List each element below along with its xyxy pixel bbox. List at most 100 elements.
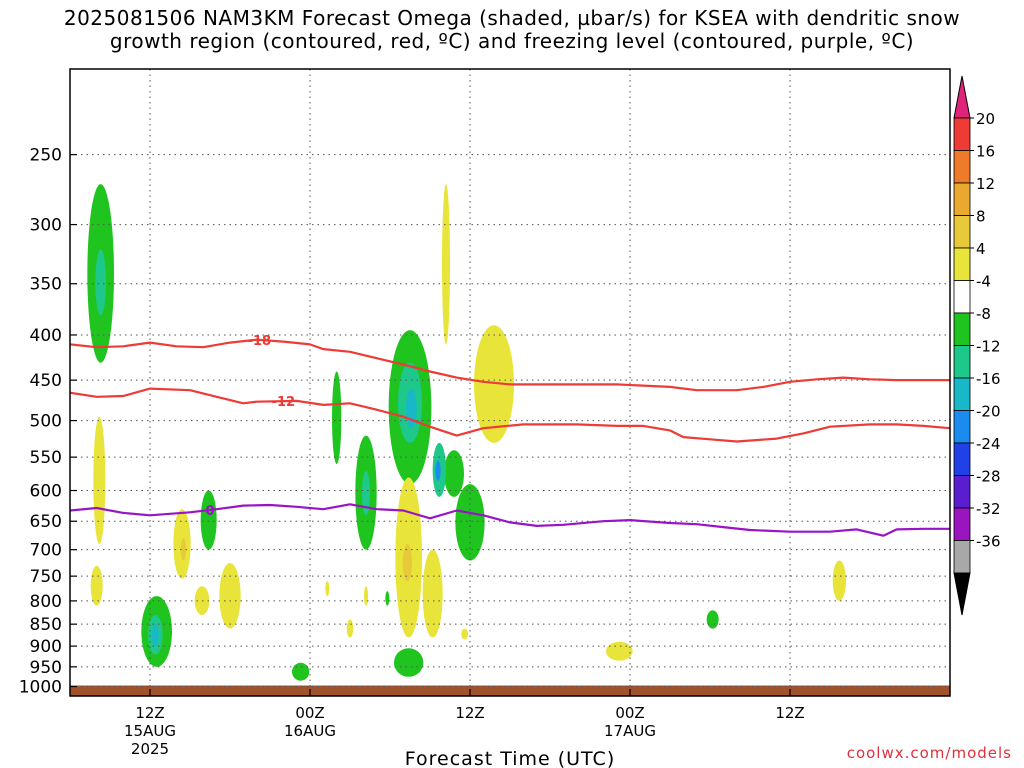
colorbar-segment [953, 540, 971, 574]
omega-region [219, 563, 241, 629]
plot-frame [69, 68, 951, 697]
contour-label: -12 [272, 395, 296, 410]
y-tick-label: 1000 [19, 678, 62, 698]
omega-region [832, 560, 846, 601]
colorbar-segment [953, 345, 971, 379]
omega-region [706, 610, 719, 629]
omega-region [455, 484, 485, 561]
omega-region [180, 538, 186, 561]
omega-region [444, 450, 464, 497]
colorbar-label: -28 [976, 468, 1001, 486]
y-tick-label: 450 [30, 371, 62, 391]
x-tick-date: 16AUG [284, 722, 336, 740]
credit-link[interactable]: coolwx.com/models [846, 744, 1012, 762]
omega-region [93, 416, 106, 545]
omega-region [95, 249, 106, 316]
y-tick-label: 950 [30, 658, 62, 678]
y-axis: 2503003504004505005506006507007508008509… [19, 146, 77, 698]
colorbar-segment [953, 117, 971, 151]
colorbar-segment [953, 215, 971, 249]
colorbar: 20 16 12 8 4 -4 -8 -12 -16 -20 -24 -28 -32 -36 [953, 75, 1001, 616]
omega-region [332, 371, 342, 465]
contour-line [70, 338, 950, 392]
colorbar-label: 16 [976, 143, 995, 161]
colorbar-segment [953, 442, 971, 476]
colorbar-segment [953, 150, 971, 184]
y-tick-label: 700 [30, 541, 62, 561]
contour-label: -18 [248, 334, 272, 349]
colorbar-label: -24 [976, 435, 1001, 453]
x-tick-date: 15AUG [124, 722, 176, 740]
colorbar-label: -8 [976, 305, 991, 323]
grid-lines [70, 69, 950, 696]
temperature-contours: -18 -12 0 [70, 334, 950, 537]
omega-region [325, 581, 330, 597]
omega-region [461, 628, 468, 640]
contour-line [70, 503, 950, 537]
omega-region [200, 490, 217, 550]
omega-region [346, 619, 354, 638]
colorbar-top-arrow [953, 75, 971, 119]
colorbar-label: 8 [976, 208, 986, 226]
chart-title-line1: 2025081506 NAM3KM Forecast Omega (shaded… [63, 6, 961, 30]
y-tick-label: 300 [30, 216, 62, 236]
y-tick-label: 550 [30, 448, 62, 468]
colorbar-label: 4 [976, 240, 986, 258]
chart-title-line2: growth region (contoured, red, ºC) and f… [109, 29, 915, 53]
omega-region [364, 586, 368, 606]
omega-region [152, 624, 159, 647]
omega-region [422, 549, 443, 638]
terrain-ground [70, 685, 950, 696]
x-tick-label: 12Z [135, 704, 164, 722]
omega-region [402, 544, 413, 582]
colorbar-segment [953, 280, 971, 314]
colorbar-label: 12 [976, 175, 995, 193]
y-tick-label: 400 [30, 326, 62, 346]
omega-region [442, 184, 450, 345]
terrain-fill [70, 685, 950, 696]
y-tick-label: 750 [30, 567, 62, 587]
colorbar-segment [953, 475, 971, 509]
x-axis-label: Forecast Time (UTC) [405, 748, 615, 768]
colorbar-label: -32 [976, 500, 1001, 518]
colorbar-segment [953, 247, 971, 281]
colorbar-label: -4 [976, 273, 991, 291]
omega-region [90, 565, 103, 606]
colorbar-label: -36 [976, 533, 1001, 551]
y-tick-label: 850 [30, 615, 62, 635]
x-tick-label: 00Z [615, 704, 644, 722]
omega-region [394, 648, 424, 677]
omega-region [292, 662, 310, 681]
y-tick-label: 600 [30, 482, 62, 502]
contour-line [70, 387, 950, 443]
y-tick-label: 350 [30, 275, 62, 295]
colorbar-label: -16 [976, 370, 1001, 388]
omega-region [435, 460, 441, 481]
x-tick-label: 12Z [775, 704, 804, 722]
x-tick-date: 17AUG [604, 722, 656, 740]
colorbar-segment [953, 507, 971, 541]
colorbar-segment [953, 312, 971, 346]
colorbar-bottom-arrow [953, 572, 971, 616]
omega-region [385, 591, 390, 606]
colorbar-segment [953, 410, 971, 444]
y-tick-label: 900 [30, 637, 62, 657]
x-tick-year: 2025 [131, 740, 169, 758]
omega-region [362, 470, 370, 516]
y-tick-label: 250 [30, 146, 62, 166]
colorbar-label: -12 [976, 338, 1001, 356]
y-tick-label: 650 [30, 512, 62, 532]
y-tick-label: 800 [30, 592, 62, 612]
x-tick-label: 12Z [455, 704, 484, 722]
colorbar-segment [953, 182, 971, 216]
y-tick-label: 500 [30, 412, 62, 432]
omega-region [474, 325, 514, 443]
colorbar-segment [953, 377, 971, 411]
contour-label: 0 [205, 504, 214, 519]
x-tick-label: 00Z [295, 704, 324, 722]
colorbar-label: 20 [976, 110, 995, 128]
omega-region [606, 641, 633, 661]
colorbar-label: -20 [976, 403, 1001, 421]
